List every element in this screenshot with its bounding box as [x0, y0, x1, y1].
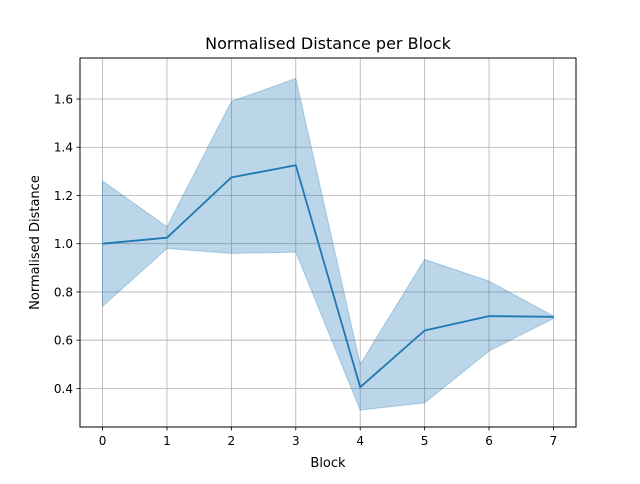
- x-tick-label: 0: [99, 434, 107, 448]
- y-tick-label: 0.6: [54, 334, 73, 348]
- y-tick-label: 1.0: [54, 237, 73, 251]
- x-tick-label: 5: [421, 434, 429, 448]
- x-tick-label: 1: [163, 434, 171, 448]
- y-tick-label: 1.2: [54, 189, 73, 203]
- x-axis-label: Block: [310, 456, 346, 471]
- x-tick-label: 3: [292, 434, 300, 448]
- x-tick-label: 4: [356, 434, 364, 448]
- x-tick-label: 6: [485, 434, 493, 448]
- x-tick-label: 7: [550, 434, 558, 448]
- y-tick-label: 0.8: [54, 285, 73, 299]
- x-tick-label: 2: [228, 434, 236, 448]
- y-tick-label: 0.4: [54, 382, 73, 396]
- y-tick-label: 1.4: [54, 141, 73, 155]
- chart-title: Normalised Distance per Block: [205, 34, 451, 53]
- y-tick-label: 1.6: [54, 93, 73, 107]
- y-axis-label: Normalised Distance: [28, 175, 43, 310]
